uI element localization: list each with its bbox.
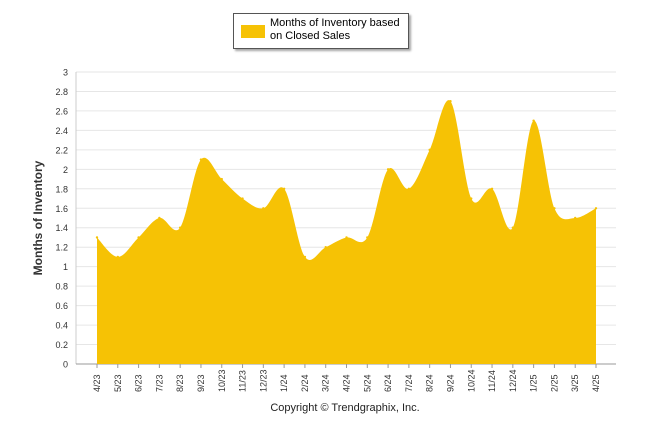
x-tick-label: 4/23: [92, 374, 102, 392]
legend: Months of Inventory based on Closed Sale…: [233, 13, 409, 49]
data-point: [553, 207, 556, 210]
data-point: [324, 246, 327, 249]
data-point: [137, 236, 140, 239]
data-point: [574, 216, 577, 220]
x-tick-label: 10/23: [217, 369, 227, 392]
y-tick-label: 0.2: [55, 340, 68, 350]
x-tick-label: 9/24: [445, 374, 455, 392]
copyright-text: Copyright © Trendgraphix, Inc.: [270, 402, 420, 414]
x-tick-label: 11/24: [487, 370, 497, 392]
x-tick-label: 12/24: [508, 369, 518, 392]
y-tick-label: 3: [63, 68, 68, 78]
series-area: [97, 100, 596, 365]
x-tick-label: 12/23: [258, 369, 268, 392]
y-axis-title: Months of Inventory: [31, 160, 45, 275]
x-tick-label: 6/24: [383, 374, 393, 392]
y-tick-label: 1.8: [55, 184, 68, 194]
x-tick-label: 2/24: [300, 374, 310, 392]
x-tick-label: 8/24: [425, 374, 435, 392]
x-tick-label: 3/24: [321, 374, 331, 392]
x-tick-label: 5/24: [362, 374, 372, 392]
data-point: [262, 207, 265, 210]
x-tick-label: 4/25: [591, 374, 601, 392]
data-point: [95, 236, 99, 239]
x-tick-label: 9/23: [196, 374, 206, 392]
x-tick-label: 3/25: [570, 374, 580, 392]
x-tick-label: 10/24: [466, 369, 476, 392]
data-point: [116, 255, 119, 259]
y-tick-label: 1.2: [55, 243, 68, 253]
data-point: [470, 197, 473, 200]
y-tick-label: 1: [63, 262, 68, 272]
data-point: [449, 100, 452, 103]
y-tick-label: 2.2: [55, 145, 68, 155]
legend-label: Months of Inventory based on Closed Sale…: [270, 17, 400, 42]
data-point: [386, 168, 390, 171]
y-tick-label: 0: [63, 360, 68, 370]
data-point: [282, 187, 286, 190]
y-tick-label: 0.6: [55, 301, 68, 311]
data-point: [220, 177, 223, 181]
x-tick-label: 8/23: [175, 374, 185, 392]
y-tick-label: 2.6: [55, 106, 68, 116]
data-point: [241, 197, 244, 200]
x-tick-label: 4/24: [342, 374, 352, 392]
y-tick-label: 2: [63, 165, 68, 175]
y-tick-label: 0.4: [55, 321, 68, 331]
data-point: [407, 187, 411, 190]
data-point: [199, 158, 203, 161]
data-point: [303, 255, 307, 259]
x-tick-label: 2/25: [549, 374, 559, 392]
data-point: [490, 187, 494, 190]
y-tick-label: 0.8: [55, 282, 68, 292]
data-point: [511, 226, 515, 229]
x-tick-label: 11/23: [238, 370, 248, 392]
y-tick-label: 2.4: [55, 126, 68, 136]
y-tick-label: 1.6: [55, 204, 68, 214]
data-point: [428, 148, 431, 152]
y-tick-label: 2.8: [55, 87, 68, 97]
x-tick-label: 6/23: [134, 374, 144, 392]
x-tick-label: 7/24: [404, 374, 414, 392]
x-tick-label: 7/23: [154, 374, 164, 392]
data-point: [178, 226, 182, 229]
data-point: [366, 236, 369, 239]
x-tick-label: 1/25: [529, 374, 539, 392]
legend-swatch: [241, 25, 265, 38]
y-tick-label: 1.4: [55, 223, 68, 233]
data-point: [594, 207, 598, 210]
data-point: [158, 216, 161, 220]
x-tick-label: 5/23: [113, 374, 123, 392]
data-point: [532, 119, 535, 122]
data-point: [345, 236, 348, 239]
x-tick-label: 1/24: [279, 374, 289, 392]
